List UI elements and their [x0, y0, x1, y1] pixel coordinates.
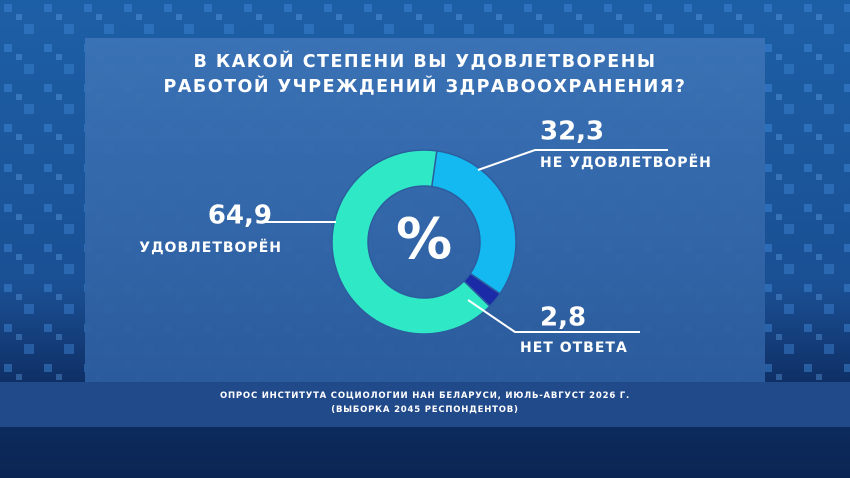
category-label: УДОВЛЕТВОРЁН: [139, 239, 282, 256]
source-note: ОПРОС ИНСТИТУТА СОЦИОЛОГИИ НАН БЕЛАРУСИ,…: [219, 391, 631, 401]
value-label: 2,8: [540, 303, 586, 333]
category-label: НЕТ ОТВЕТА: [520, 340, 628, 356]
leader-line: [477, 149, 668, 171]
chart-title: В КАКОЙ СТЕПЕНИ ВЫ УДОВЛЕТВОРЕНЫ РАБОТОЙ…: [163, 52, 687, 97]
donut-segment: [331, 149, 491, 335]
donut-segment: [430, 150, 517, 295]
footer-band: [0, 382, 850, 427]
source-note: (ВЫБОРКА 2045 РЕСПОНДЕНТОВ): [331, 405, 519, 415]
value-label: 32,3: [540, 117, 604, 147]
leader-line: [467, 299, 640, 333]
center-label: %: [396, 207, 452, 272]
category-label: НЕ УДОВЛЕТВОРЁН: [540, 154, 712, 171]
value-label: 64,9: [208, 201, 272, 231]
